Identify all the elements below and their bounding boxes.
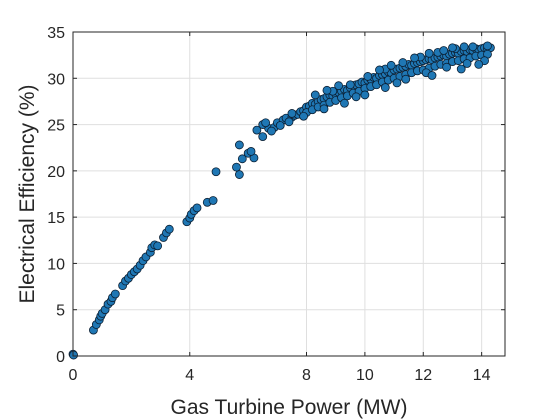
data-point	[299, 111, 308, 121]
x-tick-label: 14	[473, 367, 491, 384]
data-point	[375, 65, 384, 75]
data-point	[287, 109, 297, 118]
x-tick-label: 10	[356, 367, 374, 384]
data-point	[340, 98, 349, 108]
data-point	[351, 92, 361, 102]
data-point	[208, 196, 218, 205]
x-tick-label: 8	[302, 367, 311, 384]
data-points	[68, 41, 495, 360]
y-tick-labels: 0 5 10 15 20 25 30 35	[47, 25, 65, 366]
data-point	[110, 289, 120, 299]
data-point	[153, 241, 163, 251]
data-point	[345, 80, 355, 90]
x-tick-labels: 0 4 8 10 12 14	[69, 367, 491, 384]
data-point	[246, 147, 256, 156]
data-point	[284, 117, 294, 127]
data-point	[468, 42, 478, 52]
data-point	[334, 81, 344, 91]
x-tick-label: 12	[414, 367, 432, 384]
data-point	[234, 170, 244, 179]
y-axis-title: Electrical Efficiency (%)	[16, 84, 39, 303]
data-point	[319, 104, 329, 114]
data-point	[442, 62, 452, 72]
data-point	[192, 203, 202, 213]
data-point	[164, 224, 174, 234]
data-point	[380, 83, 390, 92]
plot-area-border	[72, 31, 506, 357]
data-point	[234, 140, 244, 150]
data-point	[275, 121, 285, 130]
data-point	[462, 59, 472, 68]
y-tick-label: 0	[56, 349, 65, 366]
data-point	[386, 60, 396, 70]
y-tick-label: 5	[56, 303, 65, 320]
y-tick-label: 25	[47, 118, 65, 135]
data-point	[448, 43, 457, 53]
tick-marks	[72, 31, 505, 357]
data-point	[310, 90, 320, 100]
data-point	[424, 48, 434, 58]
data-point	[474, 60, 484, 69]
data-point	[456, 64, 466, 74]
data-point	[410, 53, 419, 63]
data-point	[398, 58, 408, 67]
data-point	[258, 132, 268, 142]
data-point	[459, 42, 469, 52]
data-point	[69, 350, 78, 360]
data-point	[237, 154, 247, 164]
y-tick-label: 10	[47, 256, 65, 273]
data-point	[483, 41, 492, 51]
x-tick-label: 0	[69, 367, 78, 384]
y-tick-label: 30	[47, 71, 65, 88]
data-point	[439, 46, 449, 55]
data-point	[427, 71, 437, 80]
data-point	[267, 126, 276, 136]
data-point	[401, 74, 411, 84]
data-point	[392, 78, 402, 88]
data-point	[363, 72, 373, 81]
y-tick-label: 20	[47, 164, 65, 181]
x-tick-label: 4	[185, 367, 194, 384]
y-tick-label: 15	[47, 210, 65, 227]
data-point	[232, 162, 241, 172]
x-axis-title: Gas Turbine Power (MW)	[171, 396, 408, 419]
data-point	[360, 90, 370, 100]
data-point	[261, 118, 271, 128]
data-point	[211, 167, 221, 177]
data-point	[252, 125, 262, 135]
y-tick-label: 35	[47, 25, 65, 42]
data-point	[322, 85, 332, 95]
